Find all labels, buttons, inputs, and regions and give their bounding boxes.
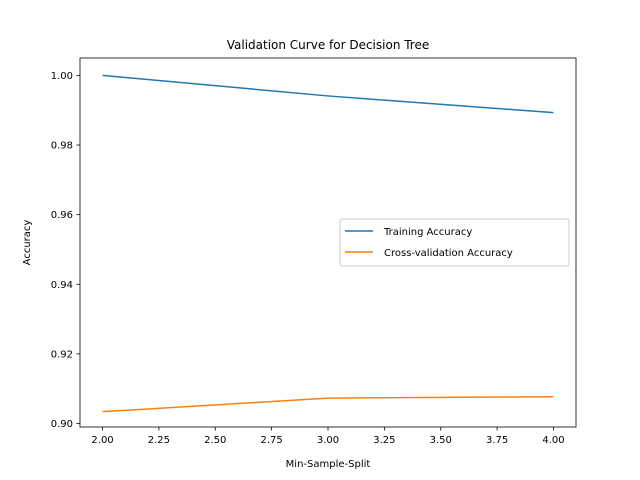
legend-label: Training Accuracy bbox=[383, 227, 472, 238]
chart-title: Validation Curve for Decision Tree bbox=[227, 38, 430, 52]
y-tick-label: 0.98 bbox=[51, 141, 73, 152]
x-tick-label: 4.00 bbox=[542, 435, 564, 446]
series-line-1 bbox=[102, 395, 554, 413]
x-tick-label: 3.25 bbox=[373, 435, 395, 446]
y-tick-label: 1.00 bbox=[51, 71, 73, 82]
y-axis-label: Accuracy bbox=[22, 220, 33, 266]
x-axis-ticks: 2.00 2.25 2.50 2.75 3.00 3.25 3.50 3.75 4.00 bbox=[91, 427, 565, 446]
series-lines bbox=[102, 74, 554, 413]
x-tick-label: 3.75 bbox=[486, 435, 508, 446]
y-tick-label: 0.96 bbox=[51, 210, 73, 221]
x-tick-label: 2.00 bbox=[91, 435, 113, 446]
x-tick-label: 2.50 bbox=[204, 435, 226, 446]
y-axis-ticks: 0.90 0.92 0.94 0.96 0.98 1.00 bbox=[51, 71, 80, 430]
x-axis-label: Min-Sample-Split bbox=[286, 459, 371, 470]
series-line-0 bbox=[102, 74, 554, 114]
y-tick-label: 0.90 bbox=[51, 419, 73, 430]
legend-label: Cross-validation Accuracy bbox=[384, 248, 513, 259]
plot-frame bbox=[79, 57, 577, 428]
legend-box bbox=[339, 218, 570, 267]
legend: Training Accuracy Cross-validation Accura… bbox=[339, 218, 570, 267]
y-tick-label: 0.94 bbox=[51, 280, 73, 291]
x-tick-label: 3.00 bbox=[317, 435, 339, 446]
x-tick-label: 3.50 bbox=[430, 435, 452, 446]
x-tick-label: 2.75 bbox=[261, 435, 283, 446]
y-tick-label: 0.92 bbox=[51, 349, 73, 360]
x-tick-label: 2.25 bbox=[148, 435, 170, 446]
